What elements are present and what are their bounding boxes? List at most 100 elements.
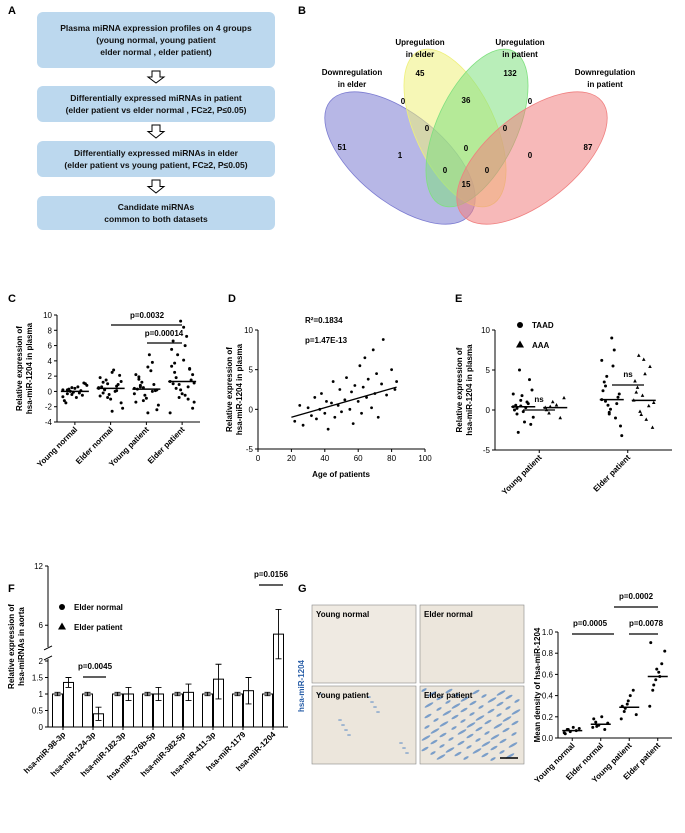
stain-spot	[478, 705, 484, 709]
venn-set-label-line: in patient	[587, 80, 623, 89]
data-point	[529, 422, 533, 426]
bar	[172, 693, 183, 728]
data-point	[595, 724, 599, 728]
data-point	[393, 388, 397, 391]
data-point	[643, 371, 647, 376]
data-point	[343, 398, 347, 402]
data-point	[375, 372, 378, 376]
data-point	[371, 348, 375, 352]
data-point	[103, 388, 107, 392]
data-point	[615, 402, 619, 406]
flow-text-line: Differentially expressed miRNAs in patie…	[70, 93, 242, 103]
data-point	[602, 380, 606, 384]
error-bar	[155, 686, 162, 702]
data-point	[119, 379, 123, 383]
data-point	[515, 412, 519, 416]
flow-box	[37, 86, 275, 122]
data-point	[85, 383, 89, 387]
stain-spot	[466, 733, 474, 739]
panel-label: C	[8, 293, 16, 305]
data-point	[188, 367, 192, 370]
data-point	[150, 389, 154, 393]
data-point	[171, 339, 175, 343]
stain-spot	[436, 695, 444, 701]
data-point	[626, 699, 630, 703]
data-point	[516, 430, 520, 434]
data-point	[651, 688, 655, 692]
legend-marker	[516, 340, 524, 348]
stain-spot	[454, 693, 460, 697]
data-point	[132, 392, 136, 396]
venn-count: 1	[398, 151, 403, 160]
venn-set-label: Downregulation in elder	[322, 68, 383, 89]
data-point	[607, 410, 611, 414]
stain-spot	[484, 731, 490, 735]
data-point	[370, 406, 373, 410]
stain-spot	[475, 738, 481, 742]
data-point	[654, 678, 658, 682]
stain-spot	[424, 725, 430, 729]
y-tick-label: -5	[483, 446, 491, 455]
legend-marker	[58, 622, 66, 630]
flow-box	[37, 141, 275, 177]
stain-spot	[496, 690, 506, 696]
venn-set-label-line: Downregulation	[575, 68, 636, 77]
flow-text: Differentially expressed miRNAs in patie…	[66, 93, 247, 115]
data-point	[525, 400, 529, 404]
stain-spot	[487, 708, 495, 714]
venn-set-label: Downregulation in patient	[575, 68, 636, 89]
data-point	[138, 383, 142, 387]
data-point	[76, 385, 80, 389]
annotation: p=1.47E-13	[305, 336, 348, 345]
bar	[262, 693, 273, 728]
data-point	[191, 406, 195, 410]
data-point	[611, 364, 615, 368]
stain-spot	[472, 689, 480, 695]
data-point	[112, 368, 116, 372]
stain-spot	[430, 739, 438, 745]
stain-spot	[399, 742, 403, 744]
annotation: p=0.0005	[573, 619, 608, 628]
data-point	[143, 393, 147, 397]
stain-spot	[445, 747, 455, 753]
data-point	[186, 397, 190, 401]
bar	[82, 693, 93, 728]
data-point	[101, 380, 105, 384]
data-point	[170, 347, 174, 351]
data-point	[183, 393, 187, 397]
data-point	[606, 403, 610, 407]
stain-spot	[460, 707, 468, 713]
stain-spot	[457, 729, 467, 735]
data-point	[617, 392, 621, 396]
data-point	[515, 406, 519, 410]
legend-label: Elder patient	[74, 623, 123, 632]
y-tick-label: 8	[48, 326, 53, 335]
error-bar	[234, 691, 241, 697]
data-point	[614, 416, 617, 420]
x-tick-label: 80	[387, 454, 396, 463]
y-axis-label-line: Relative expression of	[225, 347, 234, 432]
venn-set-label-line: Downregulation	[322, 68, 383, 77]
stain-spot	[376, 711, 380, 713]
stain-spot	[457, 740, 465, 746]
stain-spot	[460, 696, 470, 702]
data-point	[528, 378, 531, 382]
data-point	[338, 388, 342, 391]
venn-set-label: Upregulation in patient	[495, 38, 544, 59]
data-point	[173, 370, 177, 374]
data-point	[186, 385, 190, 389]
data-point	[360, 411, 363, 415]
bar	[202, 693, 213, 728]
stain-spot	[466, 722, 476, 728]
stain-spot	[427, 691, 437, 697]
y-axis-label-line: hsa-miR-1204 in plasma	[235, 343, 244, 435]
data-point	[610, 336, 614, 340]
data-point	[113, 389, 117, 393]
stain-spot	[496, 713, 502, 717]
stain-spot	[475, 726, 483, 732]
data-point	[100, 385, 104, 389]
data-point	[177, 383, 181, 387]
data-point	[660, 662, 664, 666]
stain-spot	[475, 715, 485, 721]
stain-spot	[487, 697, 497, 703]
